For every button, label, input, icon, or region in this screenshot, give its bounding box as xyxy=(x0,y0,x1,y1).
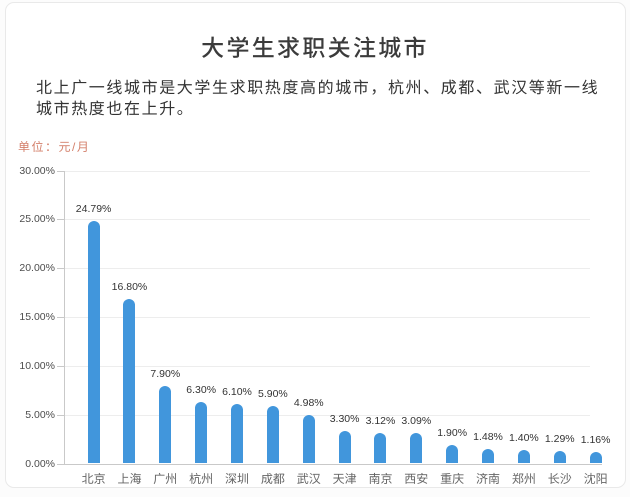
x-axis-label: 济南 xyxy=(476,472,501,486)
x-axis-label: 长沙 xyxy=(547,472,572,486)
y-axis-tick xyxy=(57,219,64,221)
y-axis-label: 10.00% xyxy=(19,359,55,372)
x-axis-label: 天津 xyxy=(332,472,357,486)
bar xyxy=(338,431,351,464)
y-axis-tick xyxy=(57,365,64,367)
x-axis-label: 南京 xyxy=(368,472,393,486)
chart-title: 大学生求职关注城市 xyxy=(201,35,429,61)
y-axis-tick xyxy=(57,317,64,319)
bar-value-label: 1.90% xyxy=(437,426,468,439)
bar xyxy=(589,452,602,464)
bar xyxy=(123,299,136,464)
bar xyxy=(482,449,495,464)
bar-value-label: 24.79% xyxy=(75,203,112,216)
x-axis-line xyxy=(64,463,602,465)
bar-value-label: 1.48% xyxy=(473,431,503,444)
gridline xyxy=(64,414,590,416)
y-axis-label: 0.00% xyxy=(25,457,55,470)
bar xyxy=(517,449,530,464)
gridline xyxy=(64,170,590,172)
bar xyxy=(553,450,566,464)
chart-subtitle: 北上广一线城市是大学生求职热度高的城市，杭州、成都、武汉等新一线城市热度也在上升… xyxy=(36,80,600,118)
bar-value-label: 6.10% xyxy=(222,385,252,398)
x-axis-label: 西安 xyxy=(404,472,429,486)
y-axis-label: 30.00% xyxy=(19,164,55,177)
bar xyxy=(266,405,279,464)
bar-value-label: 3.12% xyxy=(365,415,396,428)
x-axis-label: 上海 xyxy=(117,472,142,486)
bar-value-label: 16.80% xyxy=(111,281,148,294)
unit-label: 单位：元/月 xyxy=(18,140,91,154)
bar-value-label: 1.40% xyxy=(508,431,539,444)
gridline xyxy=(64,365,590,367)
x-axis-label: 武汉 xyxy=(296,472,321,486)
y-axis-tick xyxy=(57,268,64,270)
gridline xyxy=(64,268,590,270)
x-axis-label: 广州 xyxy=(153,472,178,486)
x-axis-label: 郑州 xyxy=(511,472,536,486)
y-axis-tick xyxy=(57,170,64,172)
x-axis-label: 重庆 xyxy=(440,472,465,486)
x-axis-label: 北京 xyxy=(81,472,106,486)
gridline xyxy=(64,317,590,319)
bar-value-label: 1.29% xyxy=(544,432,575,445)
y-axis-label: 5.00% xyxy=(25,408,55,421)
chart-card xyxy=(5,2,626,488)
bar xyxy=(446,444,459,464)
bar xyxy=(410,433,423,464)
bar-value-label: 5.90% xyxy=(257,387,288,400)
x-axis-label: 成都 xyxy=(260,472,285,486)
bar-value-label: 3.30% xyxy=(329,413,360,426)
bar xyxy=(231,403,244,464)
y-axis-label: 15.00% xyxy=(19,311,55,324)
y-axis-label: 20.00% xyxy=(19,262,55,275)
bar xyxy=(159,386,172,464)
y-axis-label: 25.00% xyxy=(19,213,55,226)
bar-value-label: 7.90% xyxy=(150,368,181,381)
bar-value-label: 4.98% xyxy=(293,396,324,409)
x-axis-label: 沈阳 xyxy=(583,472,608,486)
bar-value-label: 6.30% xyxy=(186,383,217,396)
bar xyxy=(374,433,387,464)
bar xyxy=(195,401,208,464)
y-axis-tick xyxy=(57,414,64,416)
y-axis-tick xyxy=(57,463,64,465)
y-axis-line xyxy=(64,170,65,465)
bar-value-label: 3.09% xyxy=(401,415,432,428)
bar-value-label: 1.16% xyxy=(580,434,611,447)
bar xyxy=(302,414,315,464)
x-axis-label: 深圳 xyxy=(225,472,250,486)
gridline xyxy=(64,219,590,221)
bar xyxy=(87,221,100,464)
x-axis-label: 杭州 xyxy=(189,472,214,486)
